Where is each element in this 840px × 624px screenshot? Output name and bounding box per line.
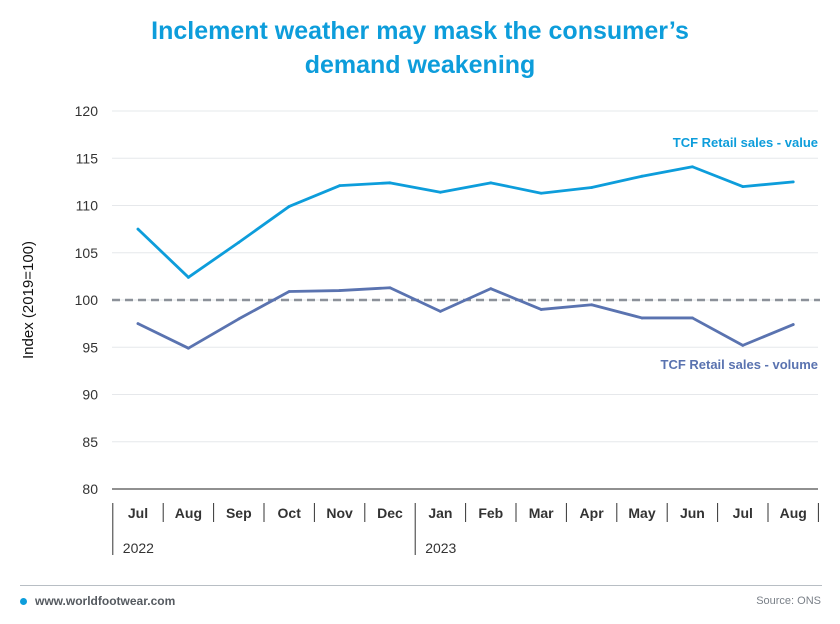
series-0-point-12 — [741, 185, 745, 189]
series-0-point-10 — [640, 174, 644, 178]
series-1-point-6 — [439, 309, 442, 313]
y-tick-label-110: 110 — [76, 198, 99, 214]
series-0-point-2 — [237, 240, 241, 244]
source-note: Source: ONS — [756, 595, 821, 607]
series-1-point-8 — [539, 308, 543, 311]
y-tick-label-120: 120 — [75, 103, 99, 119]
chart-title: Inclement weather may mask the consumer’… — [0, 14, 840, 82]
chart-title-line-1: Inclement weather may mask the consumer’… — [151, 17, 689, 45]
series-1-point-9 — [590, 303, 593, 307]
series-0-point-3 — [287, 205, 291, 208]
series-label-0: TCF Retail sales - value — [673, 135, 818, 150]
series-1-point-12 — [741, 343, 745, 347]
series-1-point-11 — [691, 316, 694, 320]
x-tick-label-6: Jan — [428, 505, 452, 521]
x-tick-label-13: Aug — [780, 505, 807, 521]
series-1-point-5 — [388, 286, 392, 290]
y-tick-label-115: 115 — [76, 150, 99, 166]
series-1-point-3 — [287, 290, 291, 293]
x-tick-label-11: Jun — [680, 505, 705, 521]
series-label-1: TCF Retail sales - volume — [661, 357, 819, 372]
website-link[interactable]: www.worldfootwear.com — [35, 594, 176, 608]
series-0-point-1 — [187, 275, 190, 279]
series-0-point-13 — [791, 180, 795, 184]
y-tick-label-80: 80 — [82, 481, 98, 497]
y-tick-label-100: 100 — [75, 292, 99, 308]
x-tick-label-5: Dec — [377, 505, 403, 521]
bullet-dot-icon — [20, 597, 27, 605]
y-tick-label-105: 105 — [75, 245, 99, 261]
series-0-point-4 — [338, 184, 341, 188]
x-tick-label-10: May — [628, 505, 655, 521]
x-tick-label-12: Jul — [733, 505, 753, 521]
x-tick-label-9: Apr — [580, 505, 605, 521]
series-0-point-5 — [388, 181, 392, 185]
series-1-point-13 — [791, 323, 795, 326]
x-tick-label-7: Feb — [478, 505, 503, 521]
series-1-point-4 — [338, 289, 341, 292]
y-tick-label-95: 95 — [82, 339, 98, 355]
y-axis-label: Index (2019=100) — [20, 241, 37, 359]
year-label-2023: 2023 — [425, 540, 456, 556]
year-label-2022: 2022 — [123, 540, 154, 556]
x-tick-label-3: Oct — [278, 505, 302, 521]
chart-title-line-2: demand weakening — [304, 51, 536, 79]
series-1-point-2 — [237, 317, 241, 321]
series-1-point-10 — [640, 316, 644, 320]
series-0-point-11 — [691, 165, 694, 169]
footer-website[interactable]: www.worldfootwear.com — [20, 594, 175, 608]
footer-divider — [20, 585, 822, 586]
line-chart: 80 85 90 95 100 105 110 115 120 Jul Aug Sep Oct Nov De… — [20, 103, 820, 556]
x-tick-label-1: Aug — [175, 505, 202, 521]
series-0-point-0 — [136, 227, 140, 231]
y-tick-label-90: 90 — [82, 387, 98, 403]
series-0-point-6 — [439, 190, 442, 194]
series-line-1 — [136, 286, 795, 350]
series-1-point-0 — [136, 322, 140, 326]
series-1-point-1 — [187, 346, 190, 350]
x-tick-label-4: Nov — [326, 505, 353, 521]
series-0-point-7 — [489, 181, 493, 185]
x-tick-label-2: Sep — [226, 505, 252, 521]
x-tick-label-0: Jul — [128, 505, 148, 521]
y-tick-label-85: 85 — [82, 434, 98, 450]
x-tick-label-8: Mar — [529, 505, 554, 521]
series-0-point-8 — [539, 191, 543, 195]
series-1-point-7 — [489, 287, 493, 291]
series-line-0 — [136, 165, 795, 279]
series-0-point-9 — [590, 186, 593, 189]
